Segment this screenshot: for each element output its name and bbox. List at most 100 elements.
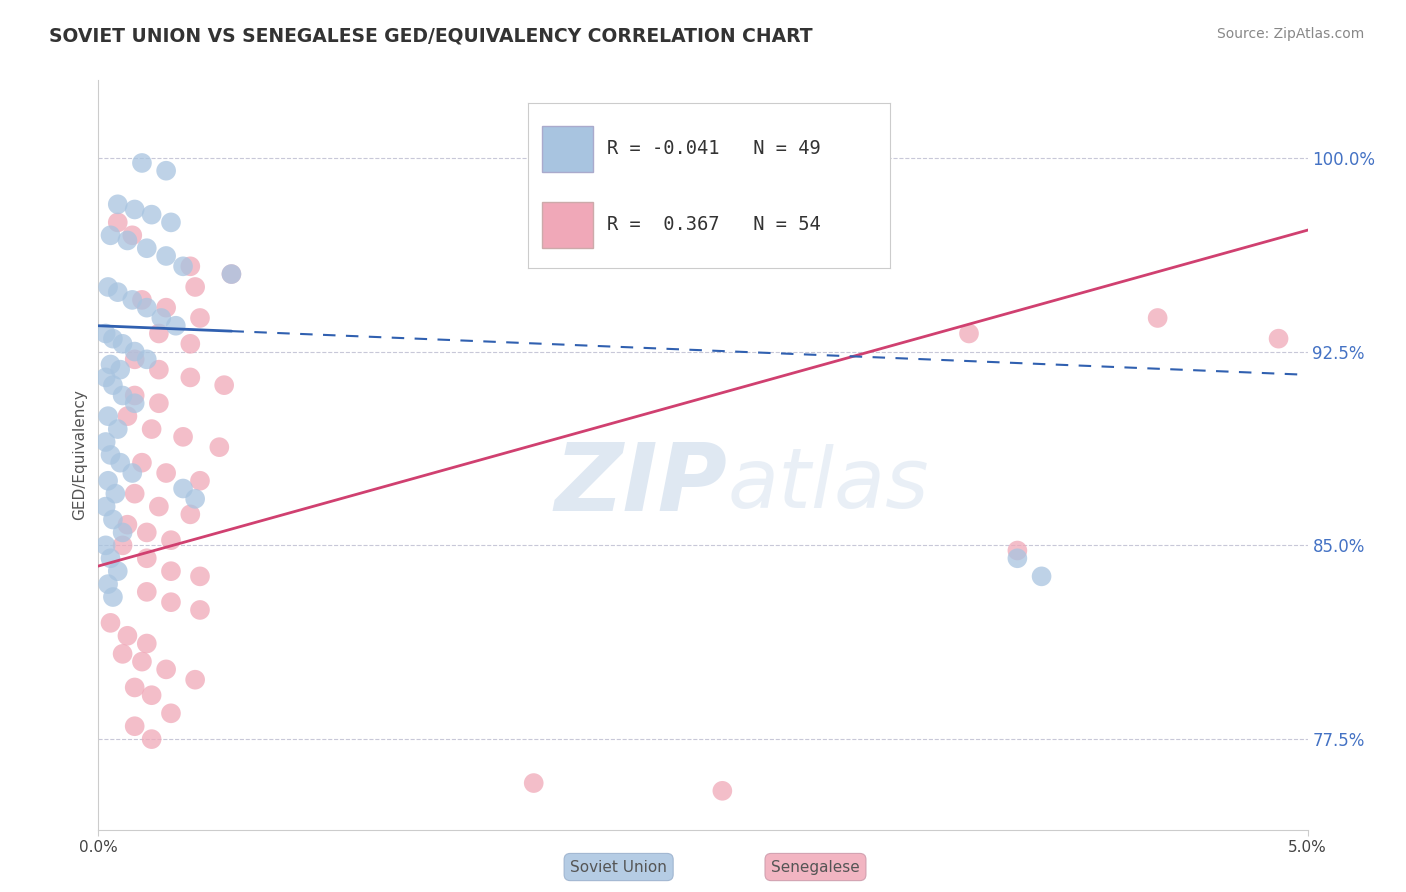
Point (1267, 332, 1289, 346)
Text: Senegalese: Senegalese (770, 860, 860, 874)
Point (101, 378, 124, 392)
Point (188, 474, 211, 488)
Point (117, 234, 139, 248)
Point (124, 388, 146, 402)
Point (1007, 543, 1029, 558)
Point (160, 564, 183, 578)
Point (188, 569, 211, 583)
Point (97, 577, 120, 591)
Point (111, 525, 134, 540)
Point (131, 655, 153, 669)
Point (179, 336, 201, 351)
Point (523, 776, 546, 790)
Point (135, 241, 157, 255)
Point (155, 163, 177, 178)
Point (212, 378, 235, 392)
Point (107, 422, 129, 436)
Point (148, 362, 170, 376)
Point (121, 293, 143, 307)
Text: ZIP: ZIP (554, 439, 727, 531)
Point (111, 647, 134, 661)
Point (94, 370, 117, 384)
Point (117, 517, 139, 532)
Point (711, 784, 734, 798)
Point (135, 636, 157, 650)
Point (124, 344, 146, 359)
Point (135, 301, 157, 315)
Point (107, 215, 129, 229)
Point (172, 260, 194, 274)
Text: Soviet Union: Soviet Union (571, 860, 666, 874)
Point (221, 267, 243, 281)
Y-axis label: GED/Equivalency: GED/Equivalency (72, 390, 87, 520)
Point (155, 466, 177, 480)
Point (111, 388, 134, 402)
Text: atlas: atlas (727, 444, 929, 525)
Point (121, 228, 143, 243)
Point (148, 396, 170, 410)
Point (172, 430, 194, 444)
Point (184, 491, 207, 506)
Point (221, 267, 243, 281)
Point (131, 293, 153, 307)
Point (100, 615, 122, 630)
Point (111, 538, 134, 552)
Point (172, 482, 194, 496)
Point (184, 280, 207, 294)
Point (108, 456, 131, 470)
Point (135, 352, 157, 367)
Point (107, 564, 129, 578)
Point (107, 197, 129, 211)
Point (108, 362, 131, 376)
Point (188, 310, 211, 325)
Point (135, 585, 157, 599)
Point (104, 486, 127, 500)
Point (179, 370, 201, 384)
Point (100, 228, 122, 243)
Point (155, 662, 177, 676)
Point (141, 688, 163, 702)
Point (131, 456, 153, 470)
Text: SOVIET UNION VS SENEGALESE GED/EQUIVALENCY CORRELATION CHART: SOVIET UNION VS SENEGALESE GED/EQUIVALEN… (49, 27, 813, 45)
Point (117, 409, 139, 424)
Point (100, 448, 122, 462)
Point (124, 719, 146, 733)
Point (121, 466, 143, 480)
Point (107, 285, 129, 300)
Point (101, 590, 124, 604)
Point (148, 500, 170, 514)
Point (141, 208, 163, 222)
Point (155, 301, 177, 315)
Point (124, 202, 146, 217)
Point (160, 533, 183, 548)
Point (135, 525, 157, 540)
Point (179, 508, 201, 522)
Point (160, 595, 183, 609)
Point (124, 486, 146, 500)
Point (94, 326, 117, 341)
Point (94, 500, 117, 514)
Point (208, 440, 231, 454)
Point (188, 603, 211, 617)
Point (117, 629, 139, 643)
Point (160, 215, 183, 229)
Point (150, 310, 173, 325)
Point (124, 352, 146, 367)
Point (124, 681, 146, 695)
Point (97, 280, 120, 294)
Text: Source: ZipAtlas.com: Source: ZipAtlas.com (1216, 27, 1364, 41)
Point (94, 538, 117, 552)
Point (97, 474, 120, 488)
Point (160, 706, 183, 721)
Point (111, 336, 134, 351)
Point (124, 396, 146, 410)
Point (101, 512, 124, 526)
Point (135, 551, 157, 566)
Point (1146, 310, 1168, 325)
Point (165, 318, 187, 333)
Point (131, 156, 153, 170)
Point (179, 260, 201, 274)
Point (957, 326, 980, 341)
Point (155, 249, 177, 263)
Point (1031, 569, 1053, 583)
